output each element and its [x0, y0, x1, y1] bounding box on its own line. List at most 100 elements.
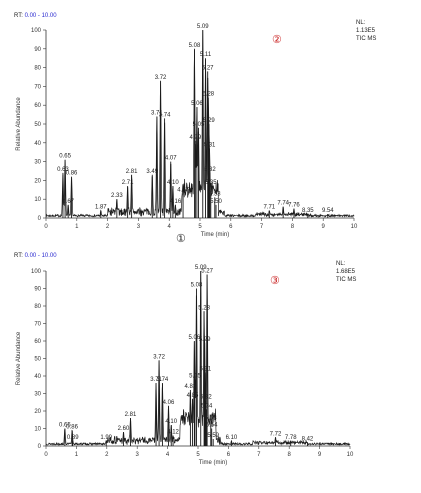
x-tick-label: 8 — [291, 224, 295, 230]
peak-label: 5.05 — [189, 374, 201, 380]
x-tick-label: 5 — [196, 452, 200, 458]
x-tick-label: 4 — [166, 452, 170, 458]
y-tick-label: 10 — [34, 427, 41, 433]
nl-block: NL: 1.68E5 TIC MS — [336, 260, 356, 284]
x-tick-label: 9 — [322, 224, 326, 230]
y-tick-label: 0 — [38, 216, 42, 222]
y-tick-label: 60 — [34, 339, 41, 345]
chromatogram-panel-2: RT: 0.00 - 10.00 NL: 1.68E5 TIC MS ③ 0 10… — [0, 248, 421, 493]
peak-label: 5.35 — [205, 180, 217, 186]
peak-label: 1.99 — [100, 435, 112, 441]
peak-label: 0.86 — [66, 171, 78, 177]
nl-label: NL: — [336, 261, 346, 267]
rt-label: RT: — [14, 253, 23, 259]
rt-range-value: 0.00 - 10.00 — [24, 13, 57, 19]
x-tick-label: 8 — [288, 452, 292, 458]
peak-label: 5.29 — [203, 118, 215, 124]
tic-trace-line — [45, 30, 355, 219]
peak-label: 0.65 — [59, 154, 71, 160]
x-tick-label: 2 — [105, 452, 109, 458]
peak-label: 8.42 — [302, 437, 314, 443]
peak-label: 1.87 — [95, 204, 107, 210]
peak-label: 6.10 — [226, 435, 238, 441]
peak-label: 2.60 — [118, 426, 130, 432]
peak-label: 5.32 — [200, 395, 212, 401]
rt-range-value: 0.00 - 10.00 — [24, 253, 57, 259]
x-tick-label: 1 — [75, 224, 79, 230]
x-tick-label: 7 — [260, 224, 264, 230]
peak-label: 5.34 — [201, 403, 213, 409]
peak-label: 3.72 — [153, 354, 165, 360]
peak-label: 4.99 — [190, 135, 202, 141]
peak-label: 4.87 — [177, 188, 189, 194]
peak-label: 0.65 — [59, 423, 71, 429]
peak-label: 2.81 — [125, 412, 137, 418]
peak-label: 4.10 — [167, 180, 179, 186]
peak-label: 3.72 — [155, 75, 167, 81]
peak-label: 5.53 — [209, 191, 221, 197]
y-tick-label: 90 — [34, 47, 41, 53]
peak-label: 5.08 — [189, 43, 201, 49]
peak-label: 5.32 — [204, 167, 216, 173]
panel-marker-top: ② — [272, 34, 282, 46]
peak-label: 5.31 — [199, 367, 211, 373]
peak-label: 5.59 — [207, 433, 219, 439]
peak-label: 3.74 — [159, 112, 171, 118]
y-tick-label: 60 — [34, 103, 41, 109]
y-tick-label: 50 — [34, 357, 41, 363]
peak-label: 9.54 — [322, 208, 334, 214]
peak-label: 4.06 — [163, 400, 175, 406]
peak-label: 7.71 — [263, 204, 275, 210]
chromatogram-chart-1: 0 10 20 30 40 50 60 70 80 90 100 0 1 2 3 4 5 6 7 8 9 10 Time (… — [16, 24, 358, 238]
peak-label: 5.08 — [191, 283, 203, 289]
x-tick-label: 3 — [137, 224, 141, 230]
peak-label: 4.07 — [165, 156, 177, 162]
peak-label: 5.06 — [189, 335, 201, 341]
x-tick-label: 7 — [257, 452, 261, 458]
peak-label: 5.54 — [206, 423, 218, 429]
y-tick-label: 50 — [34, 122, 41, 128]
peak-label: 5.28 — [198, 305, 210, 311]
panel-marker-top: ③ — [270, 275, 280, 287]
peak-label: 7.72 — [270, 431, 282, 437]
y-tick-label: 90 — [34, 287, 41, 293]
peak-label: 5.05 — [193, 122, 205, 128]
peak-label: 4.12 — [167, 430, 179, 436]
peak-label: 5.09 — [197, 24, 209, 30]
peak-label: 5.50 — [210, 199, 222, 205]
tic-trace-line — [45, 271, 351, 447]
x-tick-label: 1 — [75, 452, 79, 458]
x-tick-label: 2 — [106, 224, 110, 230]
x-tick-label: 6 — [227, 452, 231, 458]
y-tick-label: 0 — [38, 444, 42, 450]
x-tick-label: 10 — [351, 224, 358, 230]
y-tick-label: 100 — [31, 269, 42, 275]
y-tick-label: 40 — [34, 374, 41, 380]
x-tick-label: 9 — [318, 452, 322, 458]
peak-label: 5.27 — [201, 269, 213, 275]
peak-label: 5.29 — [199, 337, 211, 343]
y-tick-label: 30 — [34, 392, 41, 398]
y-tick-label: 10 — [34, 197, 41, 203]
x-tick-label: 3 — [136, 452, 140, 458]
peak-label: 7.76 — [288, 203, 300, 209]
peak-label: 2.33 — [111, 193, 123, 199]
rt-range-header: RT: 0.00 - 10.00 — [14, 13, 57, 19]
y-tick-label: 70 — [34, 322, 41, 328]
nl-label: NL: — [356, 20, 366, 26]
panel-marker-bottom: ① — [176, 233, 186, 245]
y-tick-label: 80 — [34, 66, 41, 72]
peak-label: 3.71 — [151, 110, 163, 116]
x-tick-label: 6 — [229, 224, 233, 230]
peak-label: 7.74 — [277, 201, 289, 207]
y-tick-label: 20 — [34, 409, 41, 415]
y-tick-label: 20 — [34, 178, 41, 184]
peak-label: 5.09 — [195, 265, 207, 271]
y-tick-label: 70 — [34, 84, 41, 90]
peak-label: 2.71 — [122, 180, 134, 186]
chromatogram-panel-1: RT: 0.00 - 10.00 NL: 1.13E5 TIC MS ② ① 0… — [0, 0, 421, 245]
x-tick-label: 10 — [347, 452, 354, 458]
nl-value: 1.13E5 — [356, 28, 376, 34]
peak-label: 4.10 — [165, 419, 177, 425]
rt-label: RT: — [14, 13, 23, 19]
